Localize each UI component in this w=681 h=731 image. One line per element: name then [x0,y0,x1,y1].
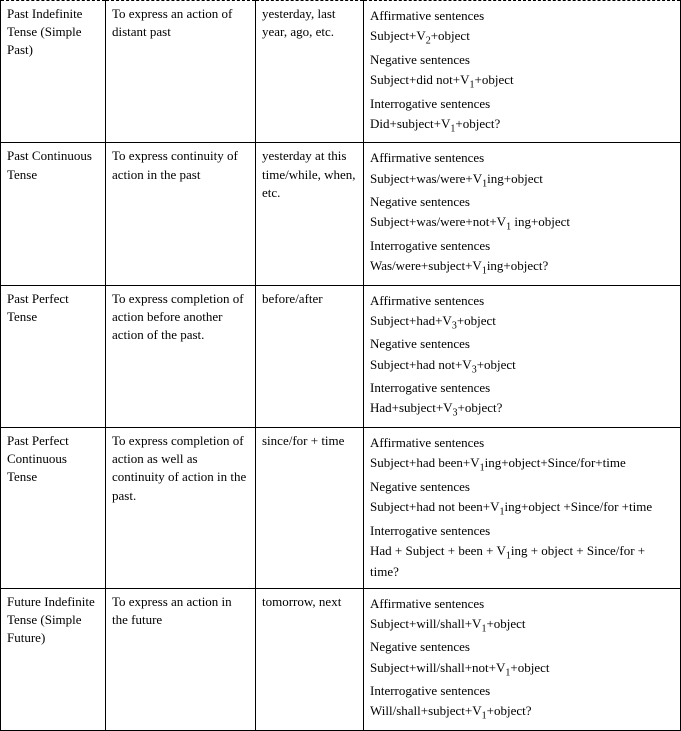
table-row: Past Perfect Continuous TenseTo express … [1,428,681,589]
rule-line: Interrogative sentences [370,237,674,255]
rule-line: Subject+had been+V1ing+object+Since/for+… [370,454,674,476]
rules-cell: Affirmative sentences Subject+V2+object Ne… [364,1,681,143]
rule-line: Affirmative sentences [370,149,674,167]
usage-cell: To express completion of action as well … [106,428,256,589]
signals-cell: tomorrow, next [256,588,364,730]
rule-line: Subject+did not+V1+object [370,71,674,93]
tense-tbody: Past Indefinite Tense (Simple Past)To ex… [1,1,681,731]
tense-cell: Past Perfect Continuous Tense [1,428,106,589]
rule-line: Subject+was/were+V1ing+object [370,170,674,192]
rule-line: Had + Subject + been + V1ing + object + … [370,542,674,582]
rule-line: Interrogative sentences [370,682,674,700]
rule-line: Subject+will/shall+V1+object [370,615,674,637]
rules-cell: Affirmative sentences Subject+had been+V1… [364,428,681,589]
rule-line: Interrogative sentences [370,522,674,540]
rule-line: Did+subject+V1+object? [370,115,674,137]
rule-line: Interrogative sentences [370,95,674,113]
rule-line: Subject+had not been+V1ing+object +Since… [370,498,674,520]
rule-line: Had+subject+V3+object? [370,399,674,421]
rule-line: Interrogative sentences [370,379,674,397]
rule-line: Affirmative sentences [370,595,674,613]
rule-line: Subject+will/shall+not+V1+object [370,659,674,681]
tense-cell: Future Indefinite Tense (Simple Future) [1,588,106,730]
rule-line: Will/shall+subject+V1+object? [370,702,674,724]
rule-line: Negative sentences [370,478,674,496]
rules-cell: Affirmative sentences Subject+was/were+V1… [364,143,681,285]
table-row: Past Continuous TenseTo express continui… [1,143,681,285]
rule-line: Negative sentences [370,51,674,69]
rule-line: Subject+had not+V3+object [370,356,674,378]
rule-line: Was/were+subject+V1ing+object? [370,257,674,279]
rules-cell: Affirmative sentences Subject+had+V3+obje… [364,285,681,427]
rule-line: Subject+had+V3+object [370,312,674,334]
rule-line: Affirmative sentences [370,434,674,452]
rule-line: Affirmative sentences [370,7,674,25]
table-row: Past Indefinite Tense (Simple Past)To ex… [1,1,681,143]
table-row: Past Perfect TenseTo express completion … [1,285,681,427]
signals-cell: since/for + time [256,428,364,589]
tense-cell: Past Indefinite Tense (Simple Past) [1,1,106,143]
usage-cell: To express completion of action before a… [106,285,256,427]
tense-table: Past Indefinite Tense (Simple Past)To ex… [0,0,681,731]
usage-cell: To express continuity of action in the p… [106,143,256,285]
rule-line: Subject+was/were+not+V1 ing+object [370,213,674,235]
usage-cell: To express an action of distant past [106,1,256,143]
tense-cell: Past Continuous Tense [1,143,106,285]
signals-cell: yesterday, last year, ago, etc. [256,1,364,143]
rule-line: Affirmative sentences [370,292,674,310]
rule-line: Negative sentences [370,638,674,656]
table-row: Future Indefinite Tense (Simple Future)T… [1,588,681,730]
rule-line: Subject+V2+object [370,27,674,49]
rule-line: Negative sentences [370,335,674,353]
signals-cell: before/after [256,285,364,427]
signals-cell: yesterday at this time/while, when, etc. [256,143,364,285]
rules-cell: Affirmative sentences Subject+will/shall+… [364,588,681,730]
tense-cell: Past Perfect Tense [1,285,106,427]
rule-line: Negative sentences [370,193,674,211]
usage-cell: To express an action in the future [106,588,256,730]
